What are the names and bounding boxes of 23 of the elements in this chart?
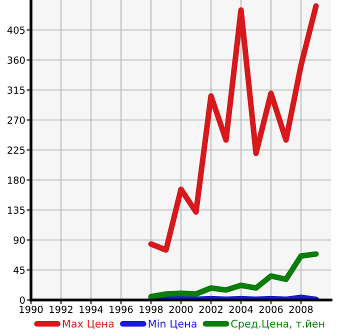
- y-tick-label: 180: [8, 176, 25, 184]
- legend-label: Max Цена: [62, 320, 114, 330]
- legend-label: Сред.Цена, т.йен: [231, 320, 324, 330]
- x-tick-label: 1996: [110, 306, 133, 314]
- y-tick-label: 225: [8, 146, 25, 154]
- y-tick-label: 360: [8, 56, 25, 64]
- x-tick-label: 1994: [80, 306, 103, 314]
- x-tick-label: 2000: [169, 306, 193, 314]
- y-tick-label: 315: [8, 86, 25, 94]
- x-tick-label: 2008: [289, 306, 313, 314]
- x-tick-label: 1992: [50, 306, 72, 314]
- y-tick-label: 90: [14, 236, 25, 244]
- legend-label: Min Цена: [148, 320, 196, 330]
- x-tick-label: 2002: [199, 306, 222, 314]
- y-tick-label: 405: [7, 26, 25, 34]
- y-tick-label: 135: [8, 206, 25, 214]
- y-tick-label: 270: [8, 116, 25, 124]
- y-tick-label: 0: [20, 296, 25, 304]
- x-tick-label: 2006: [259, 306, 283, 314]
- x-tick-label: 1998: [140, 306, 163, 314]
- y-tick-label: 45: [14, 266, 25, 274]
- x-tick-label: 1990: [20, 306, 43, 314]
- x-tick-label: 2004: [229, 306, 253, 314]
